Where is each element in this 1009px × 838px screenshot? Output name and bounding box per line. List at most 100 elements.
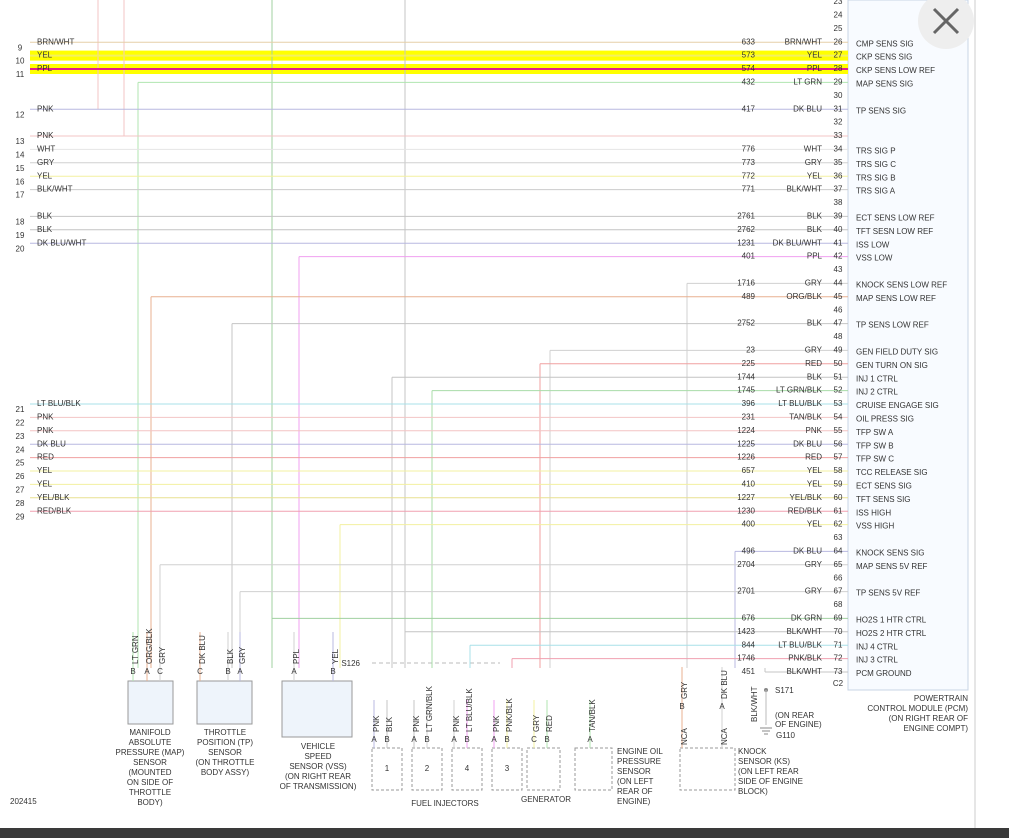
wire-color: GRY [805,279,823,288]
pin-function: CMP SENS SIG [856,39,914,48]
component-name: (ON LEFT [617,777,654,786]
component-name: KNOCK [738,747,767,756]
pin-letter: A [587,735,593,744]
wire-color: GRY [805,346,823,355]
ground-location: (ON REAR [775,711,814,720]
pin-function: TP SENS LOW REF [856,321,929,330]
wire-color: BLK [807,212,823,221]
circuit-number: 771 [742,185,756,194]
component-body [526,747,561,791]
circuit-number: 400 [742,520,756,529]
pin-number: 51 [834,372,843,381]
ground-wire: BLK/WHT [750,686,759,722]
pin-function: INJ 3 CTRL [856,656,898,665]
wire-color: PPL [807,64,823,73]
left-wire-color: DK BLU [37,439,66,448]
pin-number: 41 [834,238,843,247]
circuit-number: 2701 [737,587,755,596]
circuit-number: 401 [742,252,756,261]
left-pin: 20 [16,244,25,253]
left-pin: 14 [16,151,25,160]
circuit-number: 772 [742,171,756,180]
pin-note: NCA [720,727,729,745]
left-pin: 21 [16,405,25,414]
component-name: ON SIDE OF [127,778,173,787]
wire-color: LT GRN/BLK [776,386,823,395]
component-name: PRESSURE [617,757,661,766]
wire-color: RED [805,453,822,462]
pin-function: ISS LOW [856,240,890,249]
left-pin: 28 [16,499,25,508]
pin-function: INJ 2 CTRL [856,388,898,397]
wire-color: GRY [805,587,823,596]
pin-letter: B [424,735,429,744]
pin-letter: A [291,667,297,676]
toolbar [0,828,1009,838]
injector-number: 1 [385,764,390,773]
left-wire-color: PNK [37,104,54,113]
pin-function: OIL PRESS SIG [856,415,914,424]
pin-number: 64 [834,547,843,556]
pin-function: VSS LOW [856,254,893,263]
left-wire-color: WHT [37,145,55,154]
pin-function: TRS SIG B [856,173,896,182]
pin-number: 43 [834,265,843,274]
wire-color: DK BLU [793,547,822,556]
left-pin: 13 [16,137,25,146]
component-name: SIDE OF ENGINE [738,777,803,786]
ground-location: OF ENGINE) [775,720,822,729]
component-body [411,747,443,791]
pin-number: 29 [834,78,843,87]
pin-number: 60 [834,493,843,502]
left-wire-color: YEL [37,171,53,180]
left-wire-color: BLK/WHT [37,185,73,194]
pin-wire-color: RED [545,715,554,732]
component-name: BLOCK) [738,787,768,796]
pin-wire-color: GRY [158,646,167,664]
pin-wire-color: PNK [372,715,381,732]
left-pin: 10 [16,57,25,66]
left-wire-color: GRY [37,158,55,167]
pin-letter: A [237,667,243,676]
left-wire-color: YEL [37,51,53,60]
pin-function: CKP SENS SIG [856,53,912,62]
pcm-label: (ON RIGHT REAR OF [889,714,969,723]
pin-number: 61 [834,506,843,515]
pin-wire-color: BLK [226,648,235,664]
pin-wire-color: PNK/BLK [505,698,514,732]
pin-number: 56 [834,439,843,448]
left-pin: 26 [16,472,25,481]
pin-function: TP SENS SIG [856,106,906,115]
pin-number: 72 [834,654,843,663]
pin-number: 39 [834,212,843,221]
circuit-number: 676 [742,614,756,623]
wire-color: BLK/WHT [786,627,822,636]
circuit-number: 1746 [737,654,755,663]
circuit-number: 573 [742,51,756,60]
pin-number: 24 [834,11,843,20]
component-name: MANIFOLD [129,728,171,737]
pin-wire-color: DK BLU [720,670,729,699]
left-wire-color: DK BLU/WHT [37,238,86,247]
left-wire-color: RED/BLK [37,506,72,515]
group-label: FUEL INJECTORS [411,799,479,808]
pin-number: 40 [834,225,843,234]
pin-function: VSS HIGH [856,522,894,531]
wire-color: BLK [807,225,823,234]
component-name: THROTTLE [204,728,246,737]
component-name: SENSOR [617,767,651,776]
pin-function: ISS HIGH [856,508,891,517]
circuit-number: 1227 [737,493,755,502]
component-name: SENSOR (VSS) [289,762,347,771]
pin-number: 71 [834,640,843,649]
pin-letter: A [411,735,417,744]
pin-number: 44 [834,279,843,288]
component-body [491,747,523,791]
pin-number: 49 [834,346,843,355]
pin-letter: C [157,667,163,676]
pin-function: CRUISE ENGAGE SIG [856,401,939,410]
close-button[interactable] [918,0,974,49]
pin-letter: A [491,735,497,744]
left-pin: 25 [16,459,25,468]
pin-function: TFP SW B [856,441,894,450]
